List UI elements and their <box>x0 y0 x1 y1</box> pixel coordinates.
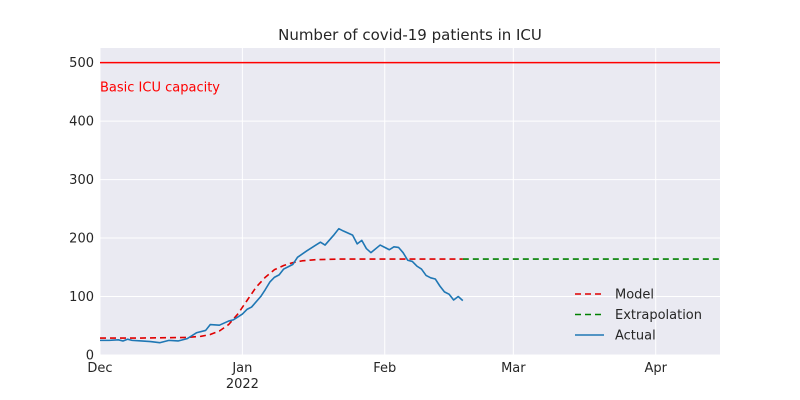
legend: Model Extrapolation Actual <box>575 288 702 344</box>
y-tick-label: 100 <box>69 290 94 305</box>
series-layer <box>100 227 720 344</box>
y-tick-label: 200 <box>69 232 94 247</box>
x-tick-label: Jan <box>231 361 252 376</box>
x-tick-label: Mar <box>501 361 526 376</box>
legend-label-extrapolation: Extrapolation <box>615 308 702 323</box>
y-tick-label: 300 <box>69 173 94 188</box>
x-tick-sublabel: 2022 <box>226 377 259 392</box>
x-tick-label: Dec <box>87 361 112 376</box>
x-tick-label: Apr <box>644 361 667 376</box>
series-line-model <box>100 258 463 339</box>
capacity-label: Basic ICU capacity <box>100 81 220 96</box>
series-line-actual <box>100 227 464 344</box>
plot-area <box>100 48 720 355</box>
y-tick-label: 500 <box>69 56 94 71</box>
grid <box>99 48 720 356</box>
y-tick-label: 400 <box>69 115 94 130</box>
legend-label-actual: Actual <box>615 329 656 344</box>
legend-label-model: Model <box>615 288 654 303</box>
y-tick-label: 0 <box>86 349 94 364</box>
x-tick-label: Feb <box>373 361 396 376</box>
chart-title: Number of covid-19 patients in ICU <box>278 26 542 44</box>
reference-layer: Basic ICU capacity <box>100 61 720 96</box>
